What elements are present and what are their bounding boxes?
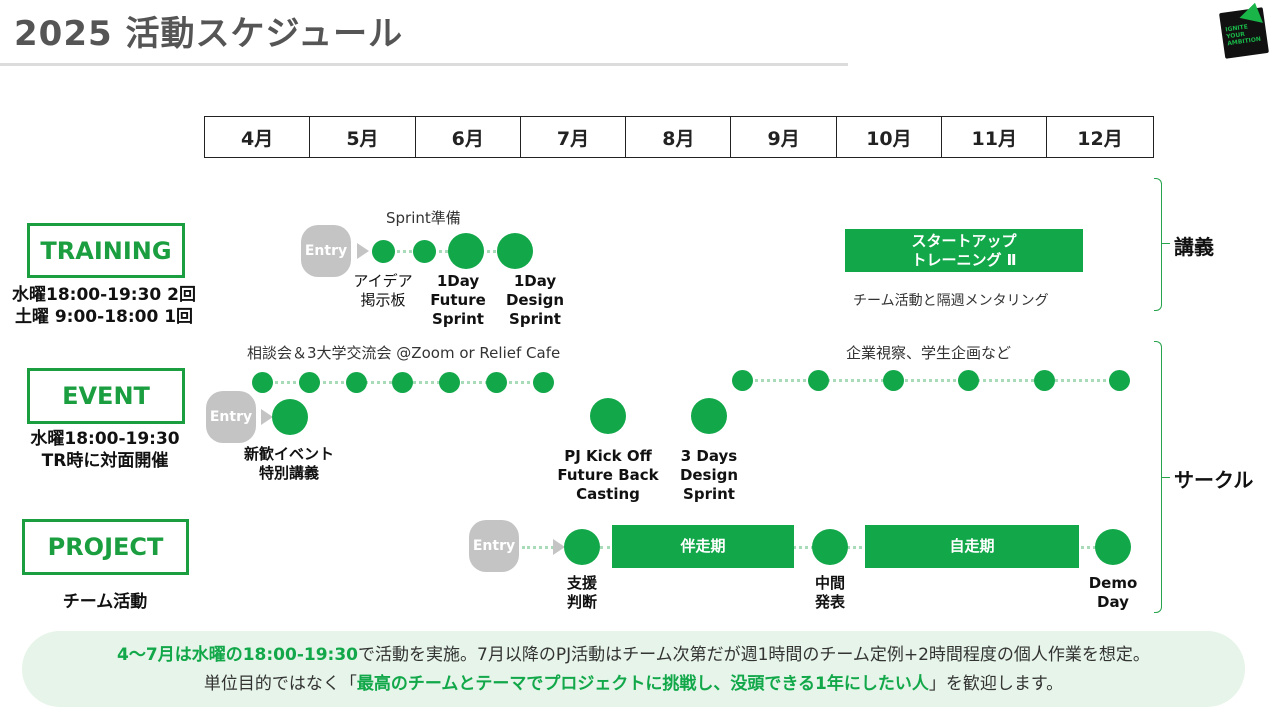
later-event-dot — [883, 370, 904, 391]
bracket-tick — [1162, 243, 1170, 244]
training-label: TRAINING — [27, 223, 185, 278]
milestone-dot — [497, 233, 533, 269]
later-event-dot — [808, 370, 829, 391]
page-title: 2025 活動スケジュール — [14, 14, 404, 54]
milestone-label: PJ Kick Off Future Back Casting — [557, 447, 659, 503]
timeline-connector — [600, 546, 1120, 549]
milestone-dot — [564, 529, 600, 565]
milestone-dot — [413, 240, 436, 263]
month-cell: 10月 — [837, 117, 943, 157]
lecture-label: 講義 — [1174, 235, 1214, 259]
project-schedule: チーム活動 — [62, 592, 148, 612]
event-schedule: 水曜18:00-19:30 TR時に対面開催 — [30, 429, 180, 471]
meetup-dot — [533, 372, 554, 393]
footer-highlight: 最高のチームとテーマでプロジェクトに挑戦し、没頭できる1年にしたい人 — [356, 674, 929, 694]
month-cell: 11月 — [942, 117, 1048, 157]
month-cell: 8月 — [626, 117, 732, 157]
circle-label: サークル — [1174, 468, 1254, 492]
meetup-dot — [299, 372, 320, 393]
meetup-label: 相談会＆3大学交流会 @Zoom or Relief Cafe — [247, 344, 561, 362]
milestone-dot — [1095, 529, 1131, 565]
milestone-label: 1Day Future Sprint — [430, 272, 486, 328]
later-event-dot — [1034, 370, 1055, 391]
milestone-label: アイデア 掲示板 — [353, 272, 413, 309]
later-event-dot — [1109, 370, 1130, 391]
footer-line-1: 4〜7月は水曜の18:00-19:30で活動を実施。7月以降のPJ活動はチーム次… — [22, 641, 1245, 670]
later-event-dot — [958, 370, 979, 391]
meetup-dot — [392, 372, 413, 393]
meetup-dot — [252, 372, 273, 393]
later-events-label: 企業視察、学生企画など — [846, 344, 1012, 362]
footer-text: で活動を実施。7月以降のPJ活動はチーム次第だが週1時間のチーム定例+2時間程度… — [358, 645, 1150, 665]
event-label: EVENT — [27, 368, 185, 424]
arrow-icon — [553, 539, 565, 555]
event-entry-badge: Entry — [206, 391, 256, 443]
later-event-dot — [732, 370, 753, 391]
milestone-label: 3 Days Design Sprint — [679, 447, 739, 503]
milestone-dot — [448, 233, 484, 269]
timeline-connector — [522, 546, 560, 549]
milestone-label: Demo Day — [1088, 574, 1138, 611]
milestone-label: 1Day Design Sprint — [505, 272, 565, 328]
milestone-dot — [372, 240, 395, 263]
footer-text: 単位目的ではなく「 — [203, 674, 357, 694]
phase-bar-accompany: 伴走期 — [612, 525, 794, 568]
milestone-dot — [691, 398, 727, 434]
lecture-bracket — [1154, 178, 1162, 311]
project-entry-badge: Entry — [469, 520, 519, 572]
meetup-dot — [346, 372, 367, 393]
logo-flag-icon — [1239, 0, 1267, 23]
timeline-connector — [742, 379, 1120, 382]
project-label: PROJECT — [22, 519, 189, 575]
title-divider — [0, 63, 848, 66]
milestone-dot — [272, 399, 308, 435]
footer-highlight: 4〜7月は水曜の18:00-19:30 — [117, 645, 358, 665]
training-schedule: 水曜18:00-19:30 2回 土曜 9:00-18:00 1回 — [11, 285, 197, 327]
month-header: 4月 5月 6月 7月 8月 9月 10月 11月 12月 — [204, 116, 1154, 158]
bracket-tick — [1162, 477, 1170, 478]
footer-note: 4〜7月は水曜の18:00-19:30で活動を実施。7月以降のPJ活動はチーム次… — [22, 631, 1245, 707]
month-cell: 6月 — [416, 117, 521, 157]
logo-text: IGNITE YOUR AMBITION — [1224, 23, 1262, 48]
milestone-dot — [812, 529, 848, 565]
meetup-dot — [486, 372, 507, 393]
footer-line-2: 単位目的ではなく「最高のチームとテーマでプロジェクトに挑戦し、没頭できる1年にし… — [22, 670, 1245, 699]
month-cell: 12月 — [1077, 127, 1123, 150]
arrow-icon — [357, 243, 369, 259]
training-entry-badge: Entry — [301, 225, 351, 277]
arrow-icon — [261, 409, 273, 425]
phase-bar-self-run: 自走期 — [865, 525, 1079, 568]
meetup-dot — [439, 372, 460, 393]
footer-text: 」を歓迎します。 — [928, 674, 1064, 694]
month-cell: 5月 — [310, 117, 416, 157]
month-cell: 9月 — [731, 117, 837, 157]
milestone-dot — [590, 398, 626, 434]
circle-bracket — [1154, 341, 1162, 613]
month-cell: 7月 — [521, 117, 627, 157]
sprint-prep-label: Sprint準備 — [386, 209, 461, 227]
month-cell: 4月 — [205, 117, 311, 157]
startup-training-bar: スタートアップ トレーニング Ⅱ — [845, 229, 1083, 272]
startup-training-note: チーム活動と隔週メンタリング — [853, 293, 1049, 309]
milestone-label: 支援 判断 — [566, 574, 597, 611]
milestone-label: 新歓イベント 特別講義 — [243, 445, 334, 482]
milestone-label: 中間 発表 — [814, 574, 845, 611]
brand-logo: IGNITE YOUR AMBITION — [1219, 0, 1269, 59]
